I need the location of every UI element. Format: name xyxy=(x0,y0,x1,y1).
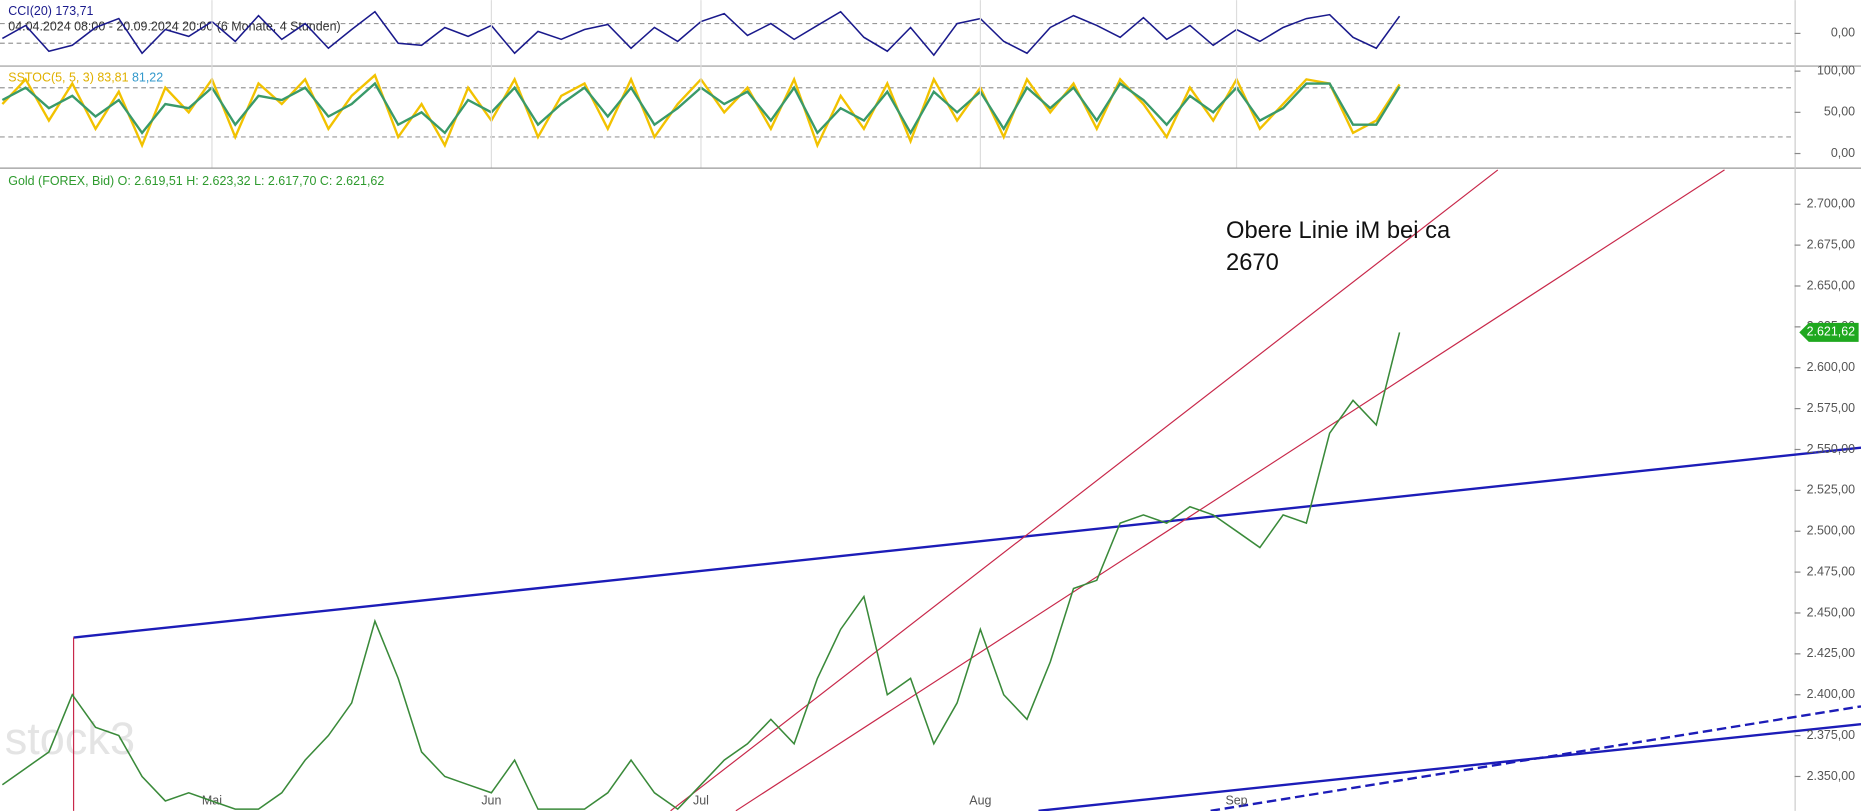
series-line xyxy=(1,332,1401,811)
y-tick-label: 2.675,00 xyxy=(1807,237,1856,251)
sstoc-k: 83,81 xyxy=(97,71,128,85)
price-tag-bg xyxy=(1799,322,1859,342)
y-tick-label: 2.650,00 xyxy=(1807,278,1856,292)
annotation: Obere Linie iM bei ca xyxy=(1226,218,1451,244)
annotation: 2670 xyxy=(1226,250,1279,276)
sstoc-name: SSTOC(5, 5, 3) xyxy=(8,71,94,85)
sstoc-title: SSTOC(5, 5, 3) 83,81 81,22 xyxy=(8,71,163,85)
cci-name: CCI(20) xyxy=(8,4,52,18)
watermark: stock3 xyxy=(5,713,135,764)
y-tick-label: 2.375,00 xyxy=(1807,728,1856,742)
cci-value: 173,71 xyxy=(55,4,93,18)
y-tick-label: 2.575,00 xyxy=(1807,401,1856,415)
y-tick-label: 2.475,00 xyxy=(1807,564,1856,578)
y-tick-label: 2.450,00 xyxy=(1807,605,1856,619)
x-tick-label: Sep xyxy=(1225,794,1247,808)
price-tag: 2.621,62 xyxy=(1807,325,1856,339)
y-tick-label: 2.550,00 xyxy=(1807,442,1856,456)
y-tick-label: 2.500,00 xyxy=(1807,524,1856,538)
y-tick-label: 2.600,00 xyxy=(1807,360,1856,374)
cci-title: CCI(20) 173,71 xyxy=(8,4,93,18)
x-tick-label: Jul xyxy=(693,794,709,808)
period: 04.04.2024 08:00 - 20.09.2024 20:00 (6 M… xyxy=(8,20,340,34)
y-tick-label: 2.350,00 xyxy=(1807,769,1856,783)
period-note: (6 Monate, 4 Stunden) xyxy=(217,20,341,34)
x-tick-label: Jun xyxy=(481,794,501,808)
legend-label: Gold (FOREX, Bid) xyxy=(8,174,114,188)
ohlc-high: H: 2.623,32 xyxy=(186,174,250,188)
y-tick-label: 100,00 xyxy=(1817,63,1855,77)
ohlc-open: O: 2.619,51 xyxy=(118,174,183,188)
y-tick-label: 2.525,00 xyxy=(1807,483,1856,497)
y-tick-label: 2.425,00 xyxy=(1807,646,1856,660)
ohlc-low: L: 2.617,70 xyxy=(254,174,316,188)
y-tick-label: 2.400,00 xyxy=(1807,687,1856,701)
y-tick-label: 2.700,00 xyxy=(1807,197,1856,211)
y-tick-label: 0,00 xyxy=(1831,146,1855,160)
level-lines xyxy=(0,22,1795,138)
y-tick-label: 0,00 xyxy=(1831,26,1855,40)
sstoc-d: 81,22 xyxy=(132,71,163,85)
ohlc-close: C: 2.621,62 xyxy=(320,174,384,188)
y-tick-label: 50,00 xyxy=(1824,105,1855,119)
x-tick-label: Aug xyxy=(969,794,991,808)
price-title: Gold (FOREX, Bid) O: 2.619,51 H: 2.623,3… xyxy=(8,174,384,188)
period-range: 04.04.2024 08:00 - 20.09.2024 20:00 xyxy=(8,20,213,34)
